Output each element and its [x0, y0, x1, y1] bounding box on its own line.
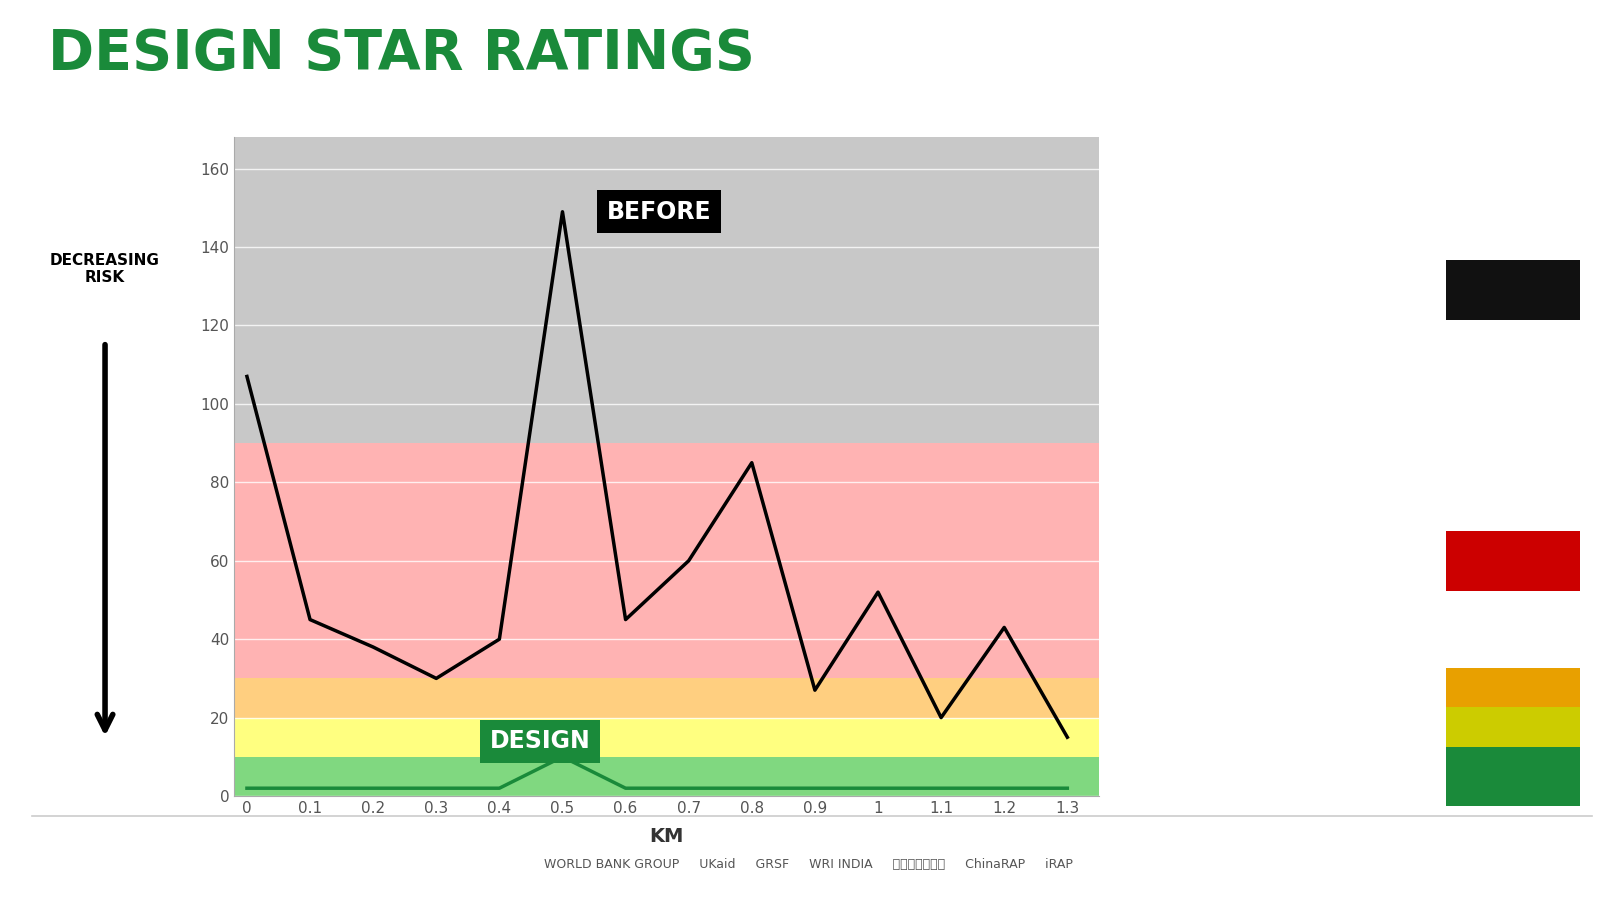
Bar [234, 137, 1099, 443]
Bar [234, 717, 1099, 757]
Text: ★: ★ [1506, 281, 1521, 299]
Text: DECREASING
RISK: DECREASING RISK [50, 253, 160, 285]
Bar [234, 443, 1099, 678]
Text: DESIGN STAR RATINGS: DESIGN STAR RATINGS [48, 27, 755, 81]
Text: WORLD BANK GROUP     UKaid     GRSF     WRI INDIA     天津城建设计院     ChinaRAP     i: WORLD BANK GROUP UKaid GRSF WRI INDIA 天津… [543, 858, 1073, 871]
Text: ★★★★: ★★★★ [1483, 728, 1543, 747]
Text: ★★★: ★★★ [1492, 689, 1535, 707]
Text: ★★★★★: ★★★★★ [1475, 768, 1551, 785]
Text: ★★: ★★ [1498, 552, 1529, 570]
Text: DESIGN: DESIGN [490, 729, 591, 753]
Bar [234, 757, 1099, 796]
Bar [234, 678, 1099, 717]
Text: BEFORE: BEFORE [606, 199, 711, 224]
X-axis label: KM: KM [650, 827, 684, 846]
